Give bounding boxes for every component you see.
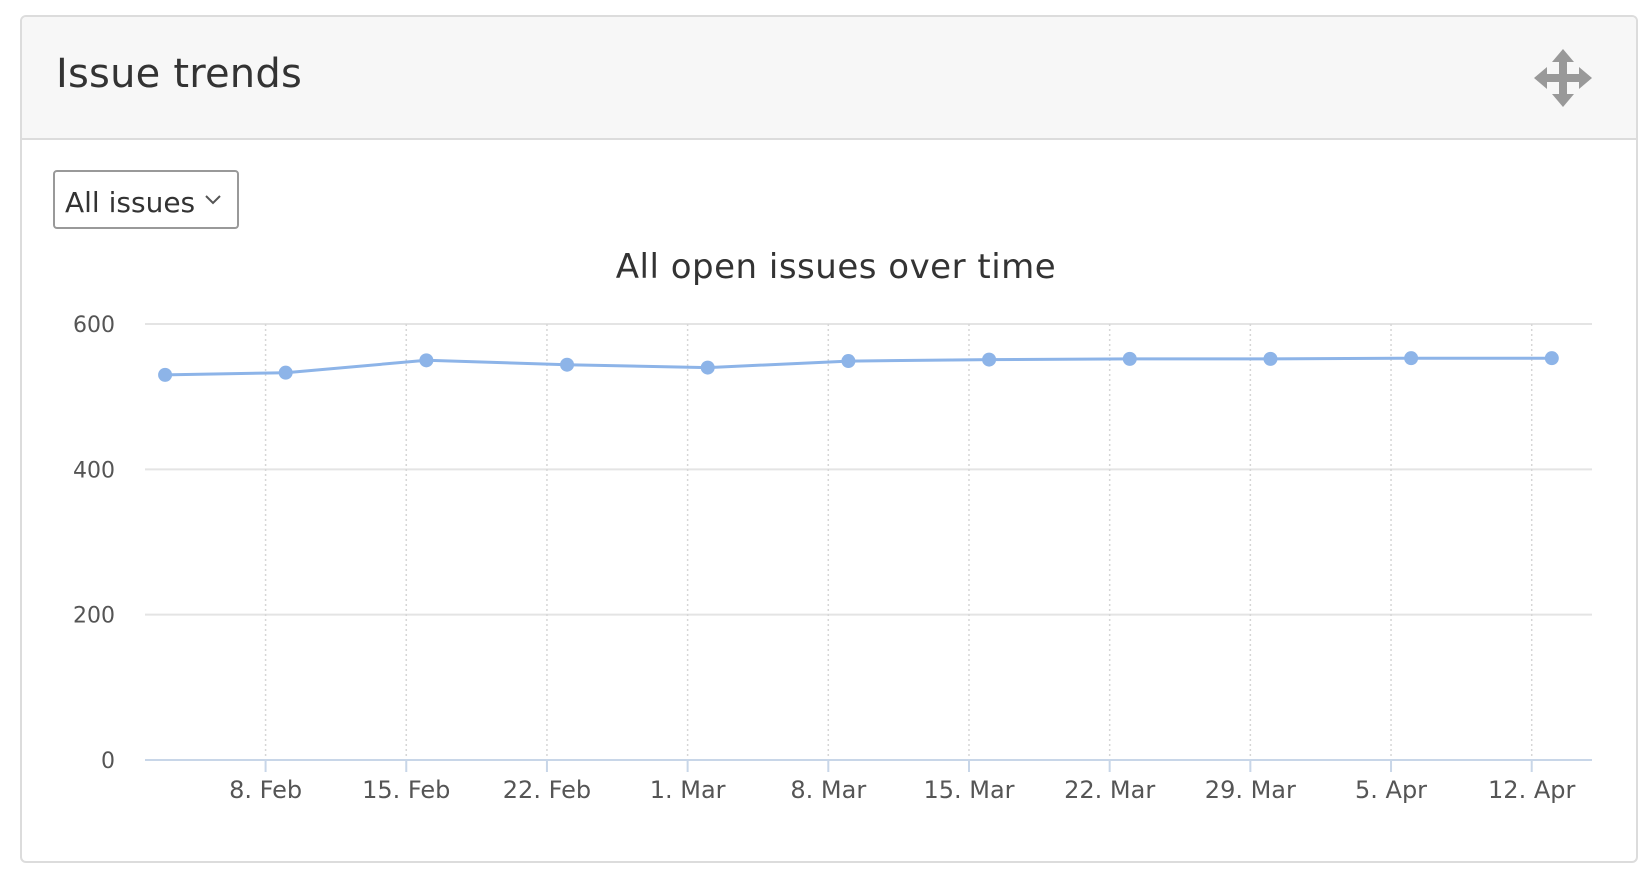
data-point[interactable] bbox=[158, 367, 173, 382]
x-tick-label: 8. Mar bbox=[790, 776, 866, 804]
x-tick-label: 12. Apr bbox=[1488, 776, 1575, 804]
widget-title: Issue trends bbox=[56, 51, 302, 97]
data-point[interactable] bbox=[1404, 351, 1419, 366]
issue-trends-widget: Issue trends All issues bbox=[20, 15, 1638, 863]
chevron-down-icon bbox=[205, 195, 221, 205]
data-point[interactable] bbox=[700, 360, 715, 375]
data-point[interactable] bbox=[278, 365, 293, 380]
issue-filter-value: All issues bbox=[65, 186, 196, 219]
y-tick-label: 0 bbox=[101, 749, 115, 774]
x-tick-label: 22. Feb bbox=[503, 776, 591, 804]
data-point[interactable] bbox=[1544, 351, 1559, 366]
x-tick-label: 29. Mar bbox=[1205, 776, 1296, 804]
x-tick-label: 1. Mar bbox=[650, 776, 726, 804]
y-tick-label: 400 bbox=[73, 458, 115, 483]
x-tick-label: 5. Apr bbox=[1355, 776, 1427, 804]
data-point[interactable] bbox=[982, 352, 997, 367]
data-point[interactable] bbox=[419, 353, 434, 368]
y-tick-label: 600 bbox=[73, 313, 115, 338]
issue-filter-select[interactable]: All issues bbox=[53, 170, 239, 229]
x-tick-label: 15. Mar bbox=[923, 776, 1014, 804]
series-line bbox=[165, 356, 1552, 377]
move-icon[interactable] bbox=[1534, 49, 1592, 107]
y-tick-label: 200 bbox=[73, 604, 115, 629]
data-point[interactable] bbox=[841, 354, 856, 369]
data-point[interactable] bbox=[560, 357, 575, 372]
widget-header: Issue trends bbox=[22, 17, 1636, 140]
x-tick-label: 22. Mar bbox=[1064, 776, 1155, 804]
data-point[interactable] bbox=[1122, 351, 1137, 366]
x-tick-label: 15. Feb bbox=[362, 776, 450, 804]
data-point[interactable] bbox=[1263, 351, 1278, 366]
chart-title: All open issues over time bbox=[616, 247, 1056, 287]
x-tick-label: 8. Feb bbox=[229, 776, 302, 804]
